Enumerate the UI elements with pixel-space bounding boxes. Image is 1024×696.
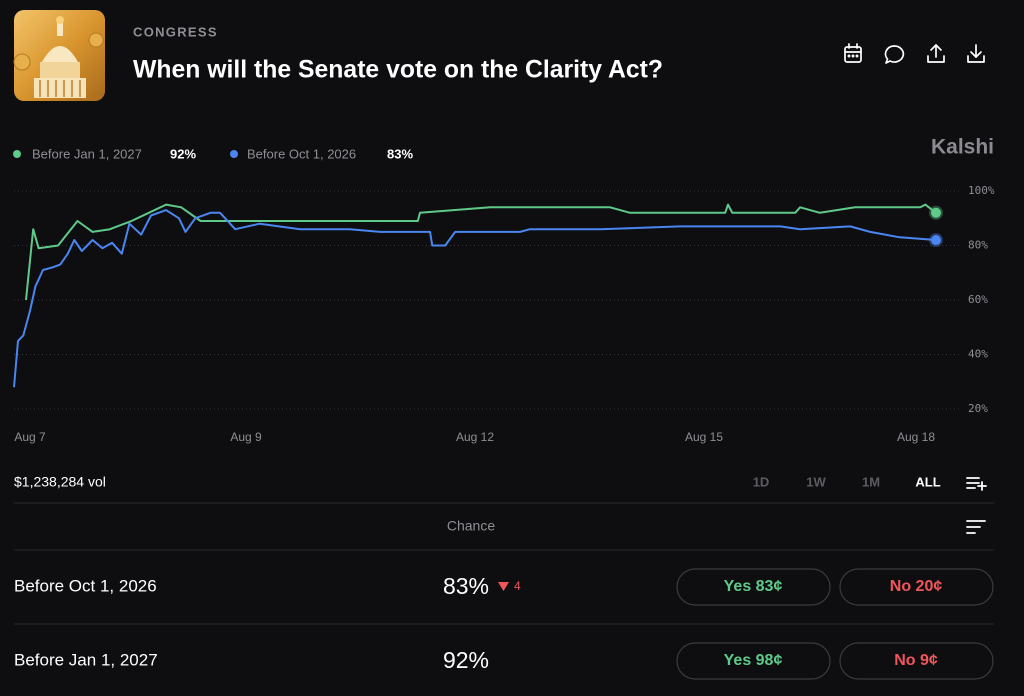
series-line [25, 203, 937, 301]
outcome-chance: 83% [443, 573, 489, 599]
yes-button-box [676, 642, 831, 680]
x-tick-label: Aug 7 [14, 430, 46, 444]
y-tick-label: 60% [968, 293, 988, 306]
outcome-change: 4 [514, 579, 521, 593]
market-title: When will the Senate vote on the Clarity… [133, 56, 663, 84]
no-button-box [839, 568, 994, 606]
x-tick-label: Aug 12 [456, 430, 494, 444]
legend-value: 92% [170, 146, 196, 161]
endpoint-dot [931, 207, 941, 218]
y-tick-label: 40% [968, 348, 988, 361]
comment-button[interactable] [884, 45, 905, 64]
sort-button[interactable] [966, 520, 986, 534]
legend-label: Before Oct 1, 2026 [247, 146, 356, 161]
legend-swatch [13, 150, 21, 158]
yes-button[interactable]: Yes 83¢ [676, 568, 831, 606]
no-button[interactable]: No 9¢ [839, 642, 994, 680]
no-button-label: No 9¢ [894, 652, 938, 669]
range-button[interactable]: 1W [806, 474, 826, 489]
calendar-button[interactable] [844, 43, 862, 63]
legend-swatch [230, 150, 238, 158]
legend-label: Before Jan 1, 2027 [32, 146, 142, 161]
yes-button-label: Yes 98¢ [724, 652, 783, 669]
yes-button[interactable]: Yes 98¢ [676, 642, 831, 680]
range-button[interactable]: 1M [862, 474, 880, 489]
no-button-box [839, 642, 994, 680]
x-tick-label: Aug 15 [685, 430, 723, 444]
endpoint-dot [931, 235, 941, 246]
y-tick-label: 20% [968, 402, 988, 415]
brand-logo: Kalshi [931, 136, 994, 159]
x-tick-label: Aug 9 [230, 430, 262, 444]
yes-button-box [676, 568, 831, 606]
series-line [13, 209, 937, 388]
no-button-label: No 20¢ [890, 578, 943, 595]
x-tick-label: Aug 18 [897, 430, 935, 444]
outcome-chance: 92% [443, 647, 489, 673]
market-thumbnail [13, 10, 105, 101]
outcome-name: Before Jan 1, 2027 [14, 650, 158, 669]
range-button[interactable]: 1D [753, 474, 770, 489]
table-header: Chance [447, 518, 495, 534]
download-button[interactable] [967, 44, 985, 63]
y-tick-label: 80% [968, 239, 988, 252]
legend-value: 83% [387, 146, 413, 161]
outcome-name: Before Oct 1, 2026 [14, 576, 157, 595]
volume: $1,238,284 vol [14, 474, 106, 490]
y-tick-label: 100% [968, 184, 995, 197]
share-button[interactable] [927, 44, 945, 63]
category: CONGRESS [133, 24, 218, 39]
yes-button-label: Yes 83¢ [724, 578, 783, 595]
range-button[interactable]: ALL [915, 474, 940, 489]
no-button[interactable]: No 20¢ [839, 568, 994, 606]
add-button[interactable] [966, 477, 987, 491]
change-down-icon [498, 582, 509, 591]
